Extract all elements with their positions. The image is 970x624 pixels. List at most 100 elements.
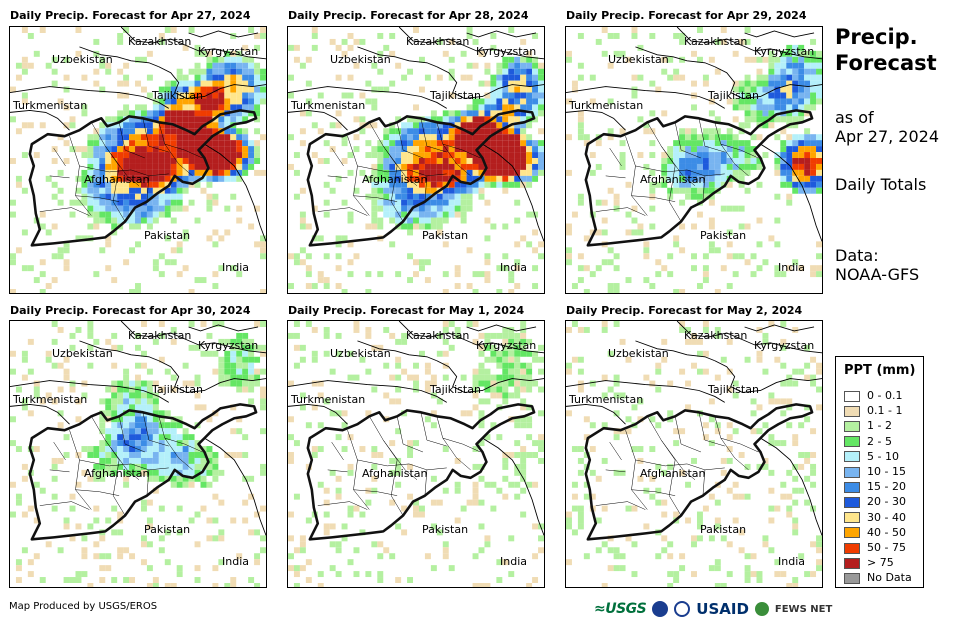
country-border (466, 30, 537, 38)
province-border (53, 147, 66, 167)
legend-label: 0.1 - 1 (867, 404, 903, 418)
country-border (566, 109, 626, 131)
province-border (105, 439, 140, 480)
afghanistan-outline (28, 403, 258, 541)
country-label-uzbekistan: Uzbekistan (330, 347, 391, 360)
country-border (288, 380, 447, 403)
country-label-turkmenistan: Turkmenistan (569, 393, 644, 406)
province-border (146, 469, 150, 496)
province-border (424, 175, 428, 202)
country-label-uzbekistan: Uzbekistan (608, 347, 669, 360)
country-border (676, 321, 822, 354)
legend-label: 15 - 20 (867, 480, 906, 494)
province-border (668, 459, 682, 516)
province-border (158, 122, 185, 151)
province-border (740, 443, 759, 453)
province-border (146, 175, 150, 202)
map-canvas (566, 27, 822, 293)
precip-grid (566, 321, 822, 587)
province-border (605, 469, 626, 473)
country-border (158, 66, 266, 99)
province-border (420, 412, 447, 447)
country-border (436, 66, 544, 99)
province-border (164, 143, 193, 177)
province-border (702, 175, 706, 202)
country-label-tajikistan: Tajikistan (708, 383, 759, 396)
province-border (631, 489, 676, 496)
forecast-map: Kazakhstan Uzbekistan Kyrgyzstan Tajikistan… (287, 320, 545, 588)
country-border (635, 46, 716, 68)
afghanistan-outline (306, 403, 536, 541)
province-border (184, 443, 203, 453)
legend-item: 30 - 40 (844, 511, 906, 524)
country-label-india: India (778, 555, 805, 568)
province-border (327, 469, 348, 473)
country-border (635, 340, 716, 362)
country-label-india: India (778, 261, 805, 274)
country-label-kyrgyzstan: Kyrgyzstan (754, 45, 815, 58)
legend-label: No Data (867, 571, 912, 585)
legend-swatch (844, 436, 860, 448)
legend-swatch (844, 481, 860, 493)
province-border (462, 443, 481, 453)
country-label-kazakhstan: Kazakhstan (406, 329, 470, 342)
legend-label: 0 - 0.1 (867, 389, 903, 402)
country-label-kazakhstan: Kazakhstan (684, 329, 748, 342)
province-border (668, 165, 682, 222)
country-label-uzbekistan: Uzbekistan (52, 347, 113, 360)
province-border (420, 118, 447, 153)
province-border (462, 149, 481, 159)
side-title: Precip. Forecast (835, 24, 937, 76)
province-border (698, 118, 725, 153)
province-border (91, 122, 120, 167)
legend-item: > 75 (844, 556, 894, 569)
country-label-kyrgyzstan: Kyrgyzstan (476, 339, 537, 352)
province-border (39, 501, 90, 510)
country-border (714, 66, 822, 99)
province-border (605, 175, 626, 179)
province-border (331, 147, 344, 167)
country-border (566, 403, 626, 425)
afghanistan-outline (306, 109, 536, 247)
as-of-date: Apr 27, 2024 (835, 127, 940, 146)
province-border (142, 412, 169, 447)
map-canvas (10, 321, 266, 587)
fews-globe-icon (754, 602, 769, 616)
country-label-kyrgyzstan: Kyrgyzstan (198, 339, 259, 352)
country-border (566, 380, 725, 403)
panel-title: Daily Precip. Forecast for Apr 29, 2024 (566, 9, 807, 22)
panel-title: Daily Precip. Forecast for Apr 28, 2024 (288, 9, 529, 22)
data-source: NOAA-GFS (835, 265, 920, 284)
legend-item: 40 - 50 (844, 526, 906, 539)
legend-swatch (844, 390, 860, 402)
country-label-tajikistan: Tajikistan (708, 89, 759, 102)
legend-swatch (844, 512, 860, 524)
country-border (744, 30, 815, 38)
province-border (142, 118, 169, 153)
province-border (390, 165, 404, 222)
panel-title: Daily Precip. Forecast for Apr 27, 2024 (10, 9, 251, 22)
title-line: Forecast (835, 51, 937, 75)
legend-swatch (844, 405, 860, 417)
country-border (714, 360, 822, 393)
province-border (347, 430, 370, 510)
legend-item: 1 - 2 (844, 419, 892, 432)
forecast-map: Kazakhstan Uzbekistan Kyrgyzstan Tajikistan… (9, 320, 267, 588)
province-border (69, 136, 92, 216)
logo-strip: ≈USGS USAID FEWS NET (594, 598, 832, 620)
country-border (188, 30, 259, 38)
province-border (39, 207, 90, 216)
legend-swatch (844, 557, 860, 569)
country-border (204, 437, 266, 536)
province-border (698, 412, 725, 447)
province-border (118, 122, 146, 159)
legend-item: 20 - 30 (844, 495, 906, 508)
country-label-india: India (222, 261, 249, 274)
country-border (676, 27, 822, 60)
panel-title: Daily Precip. Forecast for May 1, 2024 (288, 304, 525, 317)
province-border (383, 439, 418, 480)
legend-label: 20 - 30 (867, 495, 906, 509)
legend-label: > 75 (867, 556, 894, 570)
country-border (204, 143, 266, 242)
